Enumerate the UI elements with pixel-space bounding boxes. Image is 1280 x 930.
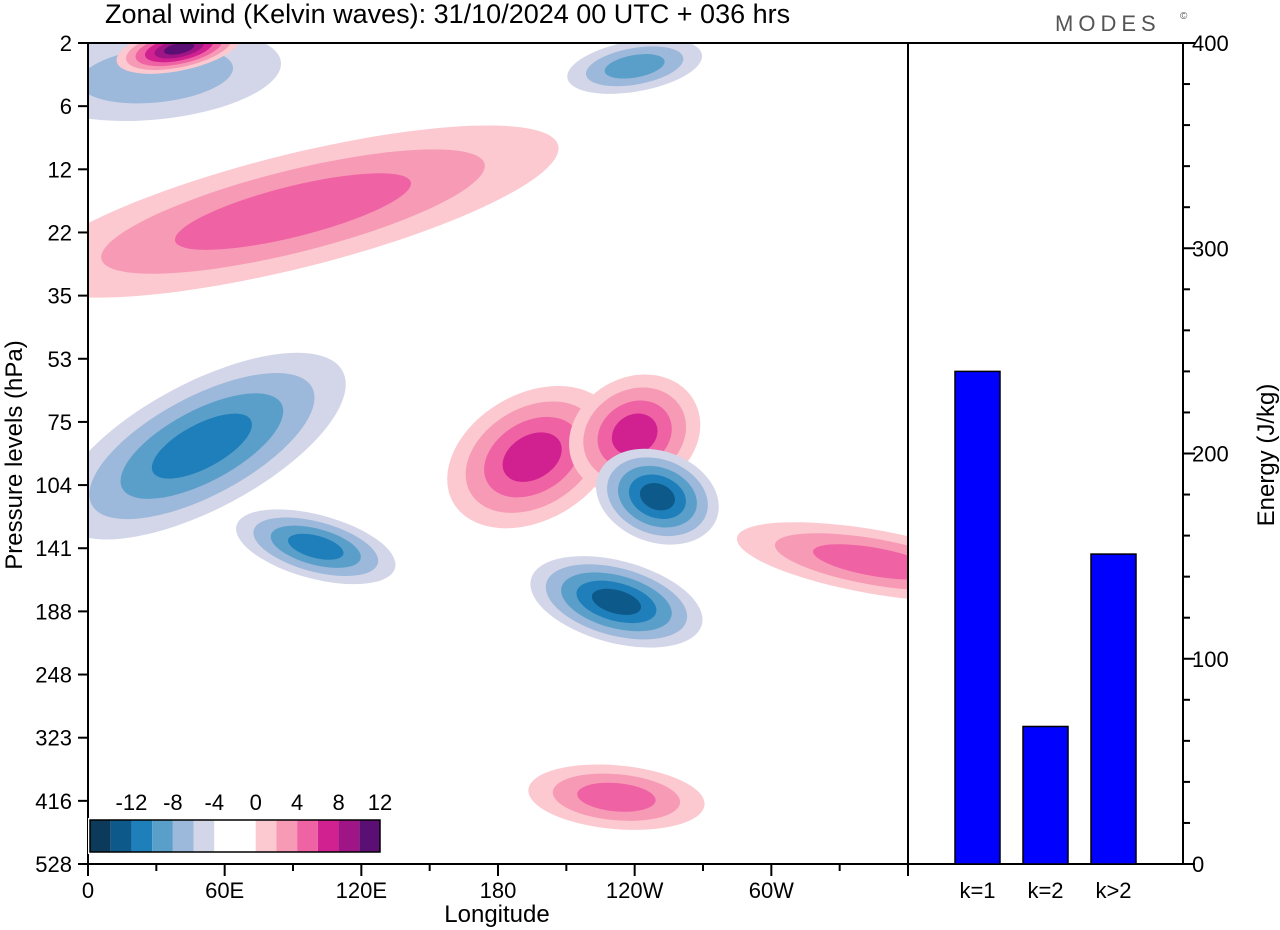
contour-band (502, 432, 562, 482)
y-axis-label: Pressure levels (hPa) (1, 340, 28, 569)
y-tick-label: 12 (48, 157, 72, 182)
colorbar-frame (89, 819, 381, 853)
contour-band (163, 43, 195, 55)
contour-band (591, 588, 642, 615)
energy-tick-label: 300 (1192, 236, 1229, 261)
colorbar-swatch (152, 820, 173, 852)
energy-bar (954, 370, 1001, 865)
colorbar-swatch (214, 820, 235, 852)
colorbar-label: 0 (250, 790, 262, 815)
colorbar-swatch (338, 820, 360, 852)
contour-band (288, 533, 344, 560)
negative-anomaly-blob (530, 556, 703, 648)
colorbar-swatch (255, 820, 277, 852)
colorbar-swatch (193, 820, 215, 852)
x-tick-label: 120E (336, 878, 387, 903)
contour-band (639, 483, 675, 511)
y-tick-label: 416 (35, 789, 72, 814)
contour-band (604, 54, 665, 79)
colorbar-swatch (90, 820, 111, 852)
energy-tick-label: 200 (1192, 442, 1229, 467)
colorbar-label: -12 (116, 790, 148, 815)
y-tick-label: 2 (60, 31, 72, 56)
positive-anomaly-blob (736, 522, 908, 602)
contour-band (577, 782, 656, 812)
bar-category-label: k=1 (959, 878, 995, 903)
energy-bar (1022, 725, 1069, 865)
negative-anomaly-blob (88, 352, 346, 540)
energy-bar (1090, 553, 1137, 865)
y-tick-label: 22 (48, 220, 72, 245)
energy-tick-label: 400 (1192, 31, 1229, 56)
energy-tick-label: 100 (1192, 647, 1229, 672)
colorbar-swatch (317, 820, 339, 852)
x-axis-label: Longitude (444, 901, 549, 928)
x-tick-label: 0 (82, 878, 94, 903)
y-tick-label: 141 (35, 536, 72, 561)
y-tick-label: 75 (48, 410, 72, 435)
x-tick-label: 60W (749, 878, 794, 903)
y-tick-label: 35 (48, 284, 72, 309)
bar-category-label: k=2 (1027, 878, 1063, 903)
colorbar-swatch (110, 820, 132, 852)
contour-band (151, 413, 252, 479)
chart-title: Zonal wind (Kelvin waves): 31/10/2024 00… (105, 0, 790, 29)
logo-trademark: © (1180, 11, 1188, 22)
colorbar-swatch (276, 820, 298, 852)
y-tick-label: 528 (35, 852, 72, 877)
colorbar-label: 12 (368, 790, 392, 815)
y-tick-label: 104 (35, 473, 72, 498)
modes-logo: MODES (1055, 11, 1161, 36)
colorbar-swatch (359, 820, 380, 852)
y-axis: 2 6 12 22 35 53 75 104 141 188 248 323 416 528 (35, 31, 88, 877)
energy-axis-label: Energy (J/kg) (1253, 384, 1280, 527)
colorbar-label: 4 (291, 790, 303, 815)
colorbar-label: -4 (205, 790, 225, 815)
negative-anomaly-blob (596, 448, 719, 545)
x-axis: 0 60E 120E 180 120W 60W (82, 864, 909, 903)
colorbar-label: -8 (163, 790, 183, 815)
x-tick-label: 60E (205, 878, 244, 903)
positive-anomaly-blob (88, 125, 559, 298)
y-tick-label: 188 (35, 599, 72, 624)
x-tick-label: 180 (480, 878, 517, 903)
bar-category-label: k>2 (1095, 878, 1131, 903)
y-tick-label: 6 (60, 94, 72, 119)
colorbar-swatch (172, 820, 194, 852)
colorbar-swatch (131, 820, 153, 852)
colorbar-label: 8 (332, 790, 344, 815)
energy-tick-label: 0 (1192, 852, 1204, 877)
energy-axis: 0 100 200 300 400 (1183, 31, 1229, 877)
colorbar-swatch (297, 820, 318, 852)
contour-field (88, 43, 908, 830)
negative-anomaly-blob (236, 509, 396, 585)
negative-anomaly-blob (567, 43, 703, 94)
y-tick-label: 323 (35, 726, 72, 751)
y-tick-label: 53 (48, 347, 72, 372)
positive-anomaly-blob (116, 43, 242, 74)
energy-bars: k=1 k=2 k>2 (954, 370, 1137, 903)
contour-band (611, 413, 658, 456)
colorbar: -12 -8 -4 0 4 8 12 (88, 790, 392, 854)
positive-anomaly-blob (528, 764, 705, 830)
contour-band (812, 544, 908, 580)
y-tick-label: 248 (35, 663, 72, 688)
colorbar-swatch (235, 820, 256, 852)
x-tick-label: 120W (606, 878, 664, 903)
contour-band (174, 173, 412, 250)
